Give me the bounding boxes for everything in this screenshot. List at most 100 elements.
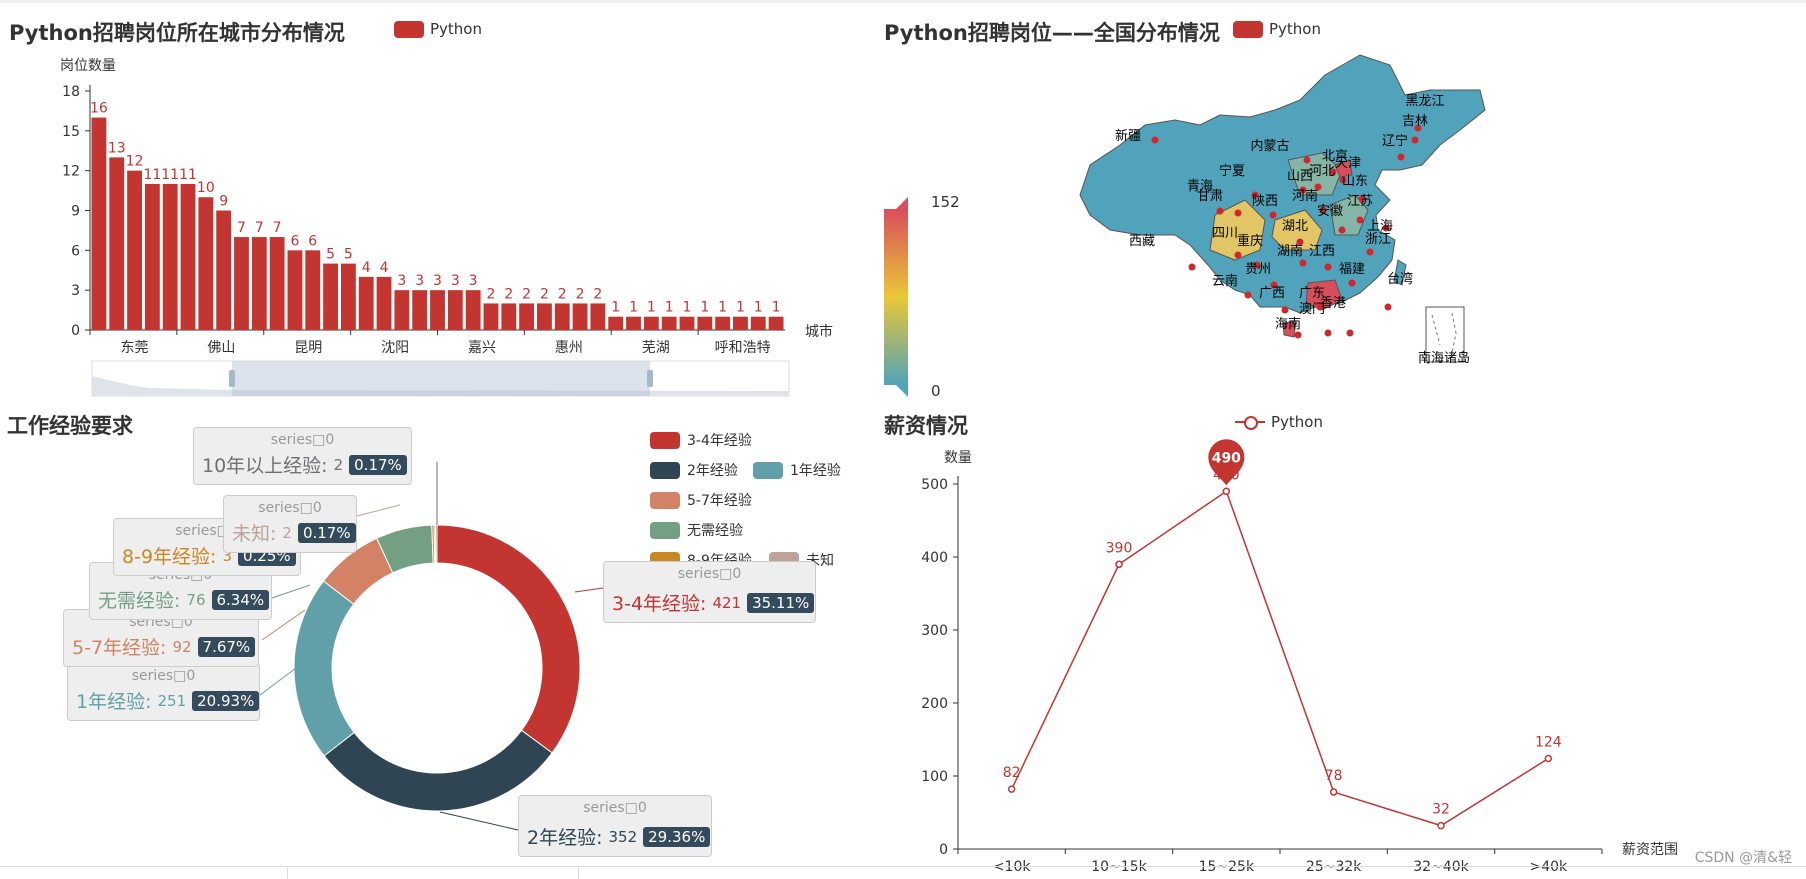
bar-value-label: 1: [683, 300, 692, 316]
watermark: CSDN @清&轻: [1694, 850, 1792, 866]
datazoom-handle-right: [647, 370, 653, 387]
salary-legend[interactable]: Python: [1235, 413, 1323, 431]
legend-label: 5-7年经验: [687, 493, 752, 509]
bar: [750, 316, 766, 330]
map-province-label: 吉林: [1402, 114, 1428, 129]
map-point: [1397, 153, 1405, 161]
map-province-label: 台湾: [1387, 271, 1413, 287]
bar-value-label: 5: [326, 247, 335, 263]
legend-swatch: [650, 521, 680, 539]
map-province-label: 陕西: [1252, 194, 1278, 209]
bar-value-label: 4: [362, 260, 371, 276]
y-tick-label: 500: [921, 477, 948, 493]
bar-value-label: 2: [504, 286, 513, 302]
visual-map-scale[interactable]: [884, 197, 910, 397]
map-point: [1356, 216, 1364, 224]
bar-value-label: 11: [161, 167, 179, 183]
tooltip-series-name: series□0: [175, 523, 239, 539]
map-province-label: 辽宁: [1382, 133, 1408, 149]
tooltip-series-name: series□0: [583, 800, 647, 816]
bar-value-label: 1: [700, 300, 709, 316]
pie-legend-item[interactable]: 2年经验: [650, 460, 738, 480]
map-legend[interactable]: Python: [1233, 20, 1321, 38]
tooltip-value: 2: [282, 523, 292, 542]
exp-pie-chart[interactable]: [0, 410, 880, 870]
bar: [590, 303, 606, 330]
tooltip-value: 2: [333, 455, 344, 474]
bar-value-label: 3: [415, 273, 424, 289]
bar: [376, 276, 392, 330]
bar-value-label: 11: [143, 167, 161, 183]
bar: [144, 183, 160, 330]
bar: [626, 316, 641, 330]
map-point: [1338, 226, 1346, 234]
y-tick-label: 15: [62, 124, 80, 140]
tooltip-label: 8-9年经验:: [122, 546, 217, 568]
tooltip-value: 92: [172, 637, 192, 656]
legend-swatch: [650, 461, 680, 479]
legend-swatch: [753, 461, 783, 479]
map-point: [1348, 279, 1356, 287]
bar-value-label: 1: [647, 300, 656, 316]
datazoom-slider[interactable]: [91, 360, 790, 397]
pie-tooltip: series□0 10年以上经验: 2 0.17%: [193, 427, 412, 485]
pie-leader-line: [356, 504, 401, 517]
visual-map-min: 0: [931, 382, 941, 400]
pie-legend-item[interactable]: 3-4年经验: [650, 430, 752, 450]
tooltip-row: 1年经验: 251 20.93%: [76, 687, 260, 714]
x-tick-label: 惠州: [555, 340, 583, 356]
y-tick-label: 12: [62, 164, 80, 180]
visual-map-bar: [884, 197, 908, 397]
map-province-label: 河北: [1309, 164, 1335, 179]
pie-leader-line: [259, 664, 301, 696]
x-axis-label: 城市: [805, 323, 833, 340]
x-tick-label: 呼和浩特: [715, 340, 771, 356]
line-point: [1222, 487, 1231, 496]
map-point: [1299, 186, 1307, 194]
bar-value-label: 7: [273, 220, 282, 236]
salary-series-line: [1010, 490, 1549, 827]
map-province-label: 甘肃: [1197, 189, 1223, 204]
tooltip-percent: 0.17%: [297, 522, 356, 543]
bar-value-label: 6: [290, 233, 299, 249]
map-province-label: 贵州: [1245, 262, 1271, 277]
tooltip-row: 无需经验: 76 6.34%: [98, 586, 270, 613]
tooltip-value: 76: [186, 590, 206, 609]
map-province-label: 海南: [1275, 316, 1301, 332]
bar: [340, 263, 356, 330]
map-province-label: 澳门: [1299, 301, 1325, 317]
map-point: [1269, 211, 1277, 219]
visual-map-handle-bottom: [896, 385, 908, 397]
datazoom-window: [232, 361, 650, 396]
line-point: [1115, 560, 1123, 569]
x-axis-label: 薪资范围: [1622, 841, 1678, 858]
map-region-beijing: [1334, 159, 1353, 178]
pie-legend-item[interactable]: 1年经验: [753, 460, 841, 480]
bar-value-label: 16: [90, 101, 108, 117]
bar: [465, 290, 481, 330]
tooltip-row: 10年以上经验: 2 0.17%: [202, 451, 407, 478]
tooltip-series-name: series□0: [258, 500, 322, 516]
bar: [394, 290, 410, 330]
visual-map-max: 152: [931, 193, 960, 211]
map-point: [1314, 183, 1322, 191]
bar: [768, 316, 784, 330]
pie-legend-item[interactable]: 5-7年经验: [650, 490, 752, 510]
bar: [679, 316, 695, 330]
map-point: [1188, 263, 1196, 271]
max-marker-pin: 490: [1208, 439, 1245, 486]
bar: [537, 303, 552, 330]
bar-value-label: 10: [197, 180, 215, 196]
map-province-label: 湖北: [1282, 219, 1308, 234]
tooltip-value: 352: [608, 827, 638, 846]
bar: [519, 303, 535, 330]
tooltip-percent: 35.11%: [747, 592, 815, 613]
legend-swatch: [650, 431, 680, 449]
city-bar-legend[interactable]: Python: [394, 20, 482, 38]
tooltip-percent: 6.34%: [211, 589, 270, 610]
pie-slice: [293, 580, 355, 757]
map-point: [1216, 207, 1224, 215]
pie-legend-item[interactable]: 无需经验: [650, 520, 743, 540]
tooltip-label: 未知:: [232, 523, 277, 545]
